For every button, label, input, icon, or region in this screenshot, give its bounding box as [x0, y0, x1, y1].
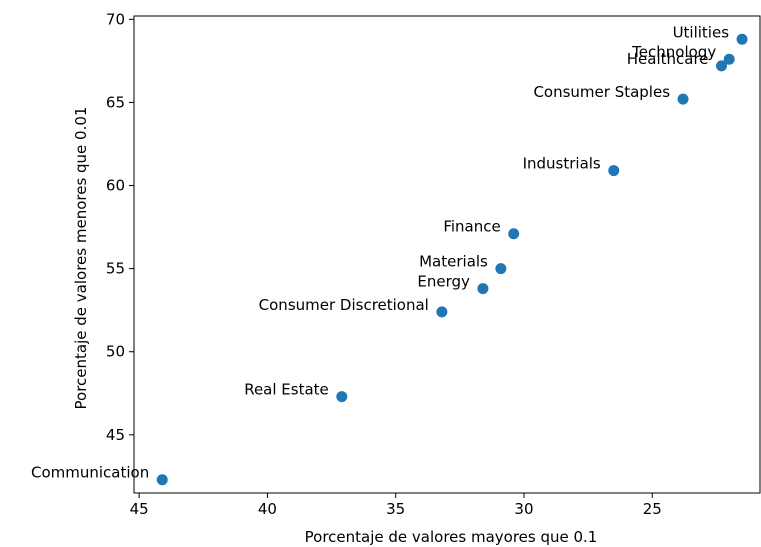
- data-point: [677, 93, 689, 105]
- x-tick-label: 35: [386, 500, 405, 518]
- x-tick-label: 25: [643, 500, 662, 518]
- point-label: Healthcare: [627, 50, 709, 68]
- point-label: Communication: [31, 464, 149, 482]
- plot-area: [133, 15, 761, 494]
- point-label: Technology: [631, 43, 716, 61]
- data-point: [508, 228, 520, 240]
- point-label: Materials: [419, 253, 488, 271]
- data-point: [495, 263, 507, 275]
- x-axis-label: Porcentaje de valores mayores que 0.1: [305, 528, 598, 546]
- y-tick-label: 55: [106, 260, 125, 278]
- point-label: Energy: [417, 273, 470, 291]
- point-label: Finance: [443, 218, 500, 236]
- y-axis-ticks: 45 50 55 60 65 70: [106, 10, 134, 444]
- y-axis-label: Porcentaje de valores menores que 0.01: [72, 107, 90, 410]
- data-point: [608, 165, 620, 177]
- data-point: [156, 474, 168, 486]
- point-label: Utilities: [673, 23, 730, 41]
- point-label: Real Estate: [244, 381, 329, 399]
- point-label: Industrials: [523, 155, 601, 173]
- plot-frame: [133, 15, 761, 494]
- data-point: [723, 53, 735, 65]
- data-point: [736, 33, 748, 45]
- y-tick-label: 45: [106, 426, 125, 444]
- y-tick-label: 60: [106, 177, 125, 195]
- data-point: [716, 60, 728, 72]
- data-points: [156, 33, 748, 486]
- y-tick-label: 65: [106, 93, 125, 111]
- x-tick-label: 45: [130, 500, 149, 518]
- data-point: [336, 391, 348, 403]
- point-label: Consumer Staples: [533, 83, 670, 101]
- point-label: Consumer Discretional: [259, 296, 429, 314]
- x-axis-ticks: 45 40 35 30 25: [130, 493, 662, 518]
- x-tick-label: 40: [258, 500, 277, 518]
- data-point: [477, 283, 489, 295]
- y-tick-label: 50: [106, 343, 125, 361]
- data-point: [436, 306, 448, 318]
- y-tick-label: 70: [106, 10, 125, 28]
- x-tick-label: 30: [514, 500, 533, 518]
